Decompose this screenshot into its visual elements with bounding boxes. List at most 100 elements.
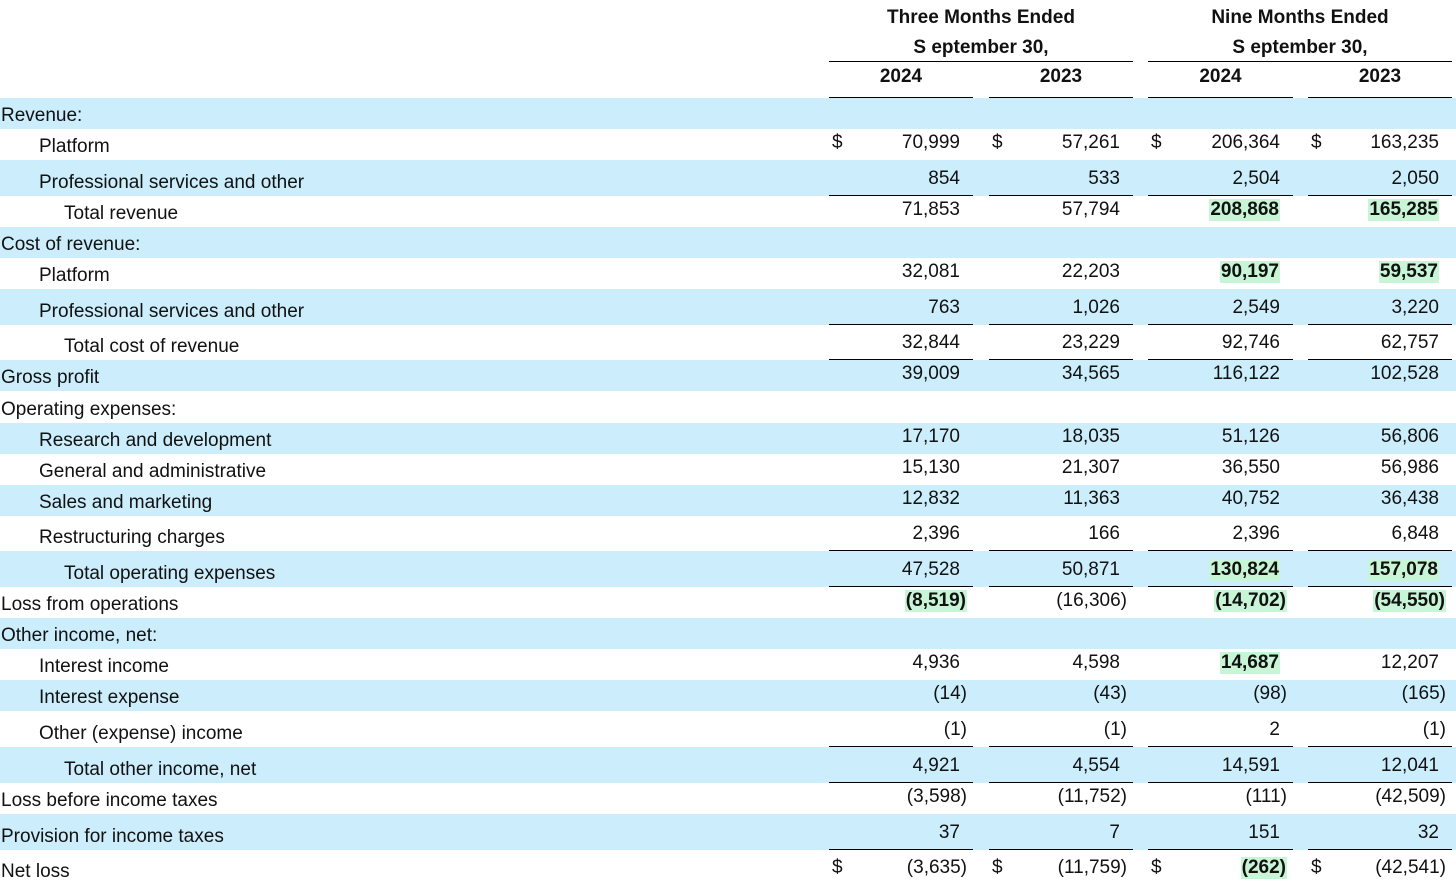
row-label: Operating expenses:	[1, 399, 177, 420]
cell-value: 2,396	[912, 523, 960, 544]
cell-value: 36,550	[1221, 457, 1280, 478]
row-label: Net loss	[1, 861, 70, 882]
subtotal-rule	[989, 849, 1133, 850]
cell-value: 23,229	[1061, 332, 1120, 353]
subtotal-rule	[1148, 849, 1293, 850]
cell-value: 15,130	[901, 457, 960, 478]
cell-value: (11,752)	[1057, 786, 1127, 807]
table-row: Loss from operations (8,519) (16,306) (14,7…	[0, 587, 1456, 618]
column-group-header: Nine Months Ended S eptember 30,	[1148, 3, 1452, 63]
cell-value: (42,509)	[1375, 786, 1446, 807]
cell-value: 2,050	[1391, 168, 1439, 189]
row-label: Loss from operations	[1, 594, 179, 615]
cell-value: 21,307	[1061, 457, 1120, 478]
column-group-title: Nine Months Ended	[1211, 7, 1389, 28]
subtotal-rule	[829, 586, 973, 587]
cell-value: 854	[928, 168, 960, 189]
subtotal-rule	[1308, 586, 1452, 587]
subtotal-rule	[1148, 586, 1293, 587]
cell-value: 151	[1248, 822, 1280, 843]
header-rule	[829, 61, 1133, 62]
cell-value: 2,396	[1232, 523, 1280, 544]
subtotal-rule	[829, 324, 973, 325]
cell-value: 533	[1088, 168, 1120, 189]
year-rule	[989, 97, 1133, 98]
cell-value: 3,220	[1391, 297, 1439, 318]
table-row: Other income, net:	[0, 618, 1456, 649]
cell-value: 11,363	[1063, 488, 1120, 509]
row-label: Revenue:	[1, 105, 83, 126]
row-label: Provision for income taxes	[1, 826, 224, 847]
cell-value: 12,207	[1380, 652, 1439, 673]
cell-value: (43)	[1093, 683, 1127, 704]
cell-value: (1)	[1103, 719, 1127, 740]
cell-value: 40,752	[1221, 488, 1280, 509]
cell-value: 14,591	[1221, 755, 1280, 776]
cell-value: 70,999	[901, 132, 960, 153]
subtotal-rule	[1148, 746, 1293, 747]
cell-value: 163,235	[1370, 132, 1439, 153]
cell-value: 17,170	[901, 426, 960, 447]
subtotal-rule	[1308, 195, 1452, 196]
currency-symbol: $	[832, 132, 843, 153]
cell-value: 18,035	[1061, 426, 1120, 447]
row-label: Sales and marketing	[39, 492, 213, 513]
cell-value: 116,122	[1212, 363, 1280, 384]
currency-symbol: $	[1311, 132, 1322, 153]
cell-value: 92,746	[1221, 332, 1280, 353]
cell-value: 36,438	[1380, 488, 1439, 509]
row-label: Total cost of revenue	[64, 336, 240, 357]
table-row: Provision for income taxes 37 7 151 32	[0, 814, 1456, 850]
cell-value: (16,306)	[1056, 590, 1127, 611]
cell-value: (11,759)	[1057, 857, 1127, 878]
row-label: Interest income	[39, 656, 169, 677]
currency-symbol: $	[1151, 132, 1162, 153]
row-label: Total revenue	[64, 203, 179, 224]
table-row: Interest income 4,936 4,598 14,687 12,207	[0, 649, 1456, 680]
cell-value: 59,537	[1378, 261, 1439, 283]
cell-value: 157,078	[1368, 559, 1439, 581]
cell-value: 166	[1088, 523, 1120, 544]
table-row: Total operating expenses 47,528 50,871 130,…	[0, 551, 1456, 587]
cell-value: (8,519)	[904, 590, 967, 612]
cell-value: 57,794	[1061, 199, 1120, 220]
year-rule	[1148, 97, 1293, 98]
cell-value: 206,364	[1211, 132, 1280, 153]
subtotal-rule	[1148, 195, 1293, 196]
cell-value: 90,197	[1219, 261, 1280, 283]
subtotal-rule	[989, 195, 1133, 196]
row-label: General and administrative	[39, 461, 267, 482]
cell-value: 34,565	[1061, 363, 1120, 384]
cell-value: 62,757	[1380, 332, 1439, 353]
subtotal-rule	[829, 550, 973, 551]
table-row: Loss before income taxes (3,598) (11,752) (…	[0, 783, 1456, 814]
row-label: Loss before income taxes	[1, 790, 218, 811]
table-row: Restructuring charges 2,396 166 2,396 6,848	[0, 516, 1456, 551]
cell-value: (3,598)	[906, 786, 967, 807]
year-rule	[829, 97, 973, 98]
cell-value: (54,550)	[1373, 590, 1446, 612]
cell-value: 6,848	[1391, 523, 1439, 544]
currency-symbol: $	[832, 857, 843, 878]
cell-value: (14)	[933, 683, 967, 704]
subtotal-rule	[829, 195, 973, 196]
year-header: 2023	[1039, 66, 1083, 87]
table-row: Operating expenses:	[0, 391, 1456, 423]
subtotal-rule	[1148, 359, 1293, 360]
cell-value: 2,549	[1232, 297, 1280, 318]
cell-value: 14,687	[1219, 652, 1280, 674]
cell-value: 4,554	[1072, 755, 1120, 776]
subtotal-rule	[989, 359, 1133, 360]
subtotal-rule	[829, 849, 973, 850]
cell-value: 2,504	[1232, 168, 1280, 189]
cell-value: 130,824	[1209, 559, 1280, 581]
year-header: 2023	[1358, 66, 1402, 87]
subtotal-rule	[1308, 550, 1452, 551]
row-label: Restructuring charges	[39, 527, 225, 548]
year-header: 2024	[879, 66, 923, 87]
cell-value: (165)	[1401, 683, 1446, 704]
cell-value: 32,844	[901, 332, 960, 353]
column-group-title: Three Months Ended	[887, 7, 1075, 28]
subtotal-rule	[989, 550, 1133, 551]
cell-value: 51,126	[1221, 426, 1280, 447]
